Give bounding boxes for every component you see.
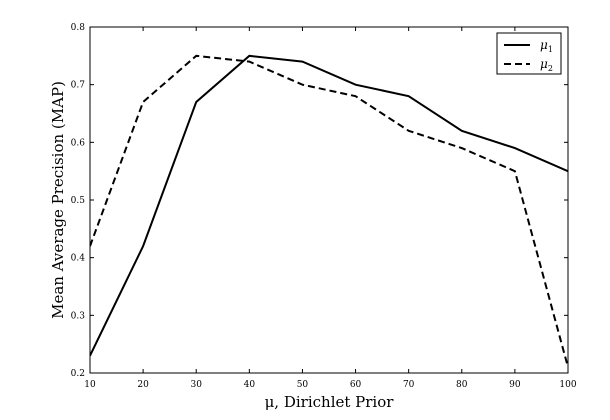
y-tick-label: 0.8 [71,23,86,33]
y-axis-label: Mean Average Precision (MAP) [49,81,67,319]
x-axis-label: μ, Dirichlet Prior [265,393,395,411]
x-tick-label: 20 [137,380,149,390]
x-tick-label: 80 [456,380,468,390]
y-tick-label: 0.4 [71,254,86,264]
series-lines [90,54,568,368]
plot-frame-group [89,26,569,374]
x-tick-label: 30 [190,380,202,390]
x-tick-label: 90 [509,380,521,390]
series-line-2 [90,54,568,368]
y-tick-label: 0.7 [71,81,86,91]
x-tick-label: 10 [84,380,96,390]
axes: 10 20 30 40 50 60 70 80 90 100 0.2 0.3 0.4 0.5 0.6 0.7 0… [71,23,577,390]
y-tick-label: 0.2 [71,369,85,379]
axis-labels: μ, Dirichlet Prior Mean Average Precisio… [49,81,394,411]
x-tick-label: 60 [350,380,362,390]
x-tick-label: 100 [559,380,576,390]
legend-box [496,32,562,75]
x-tick-label: 40 [244,380,256,390]
plot-frame [89,26,569,374]
legend-subscript-1: 1 [548,45,553,54]
x-tick-label: 50 [297,380,309,390]
series-line-1 [90,54,568,357]
x-tick-label: 70 [403,380,415,390]
y-tick-label: 0.5 [71,196,86,206]
legend-subscript-2: 2 [548,64,553,73]
y-tick-label: 0.3 [71,311,86,321]
y-tick-label: 0.6 [71,138,86,148]
